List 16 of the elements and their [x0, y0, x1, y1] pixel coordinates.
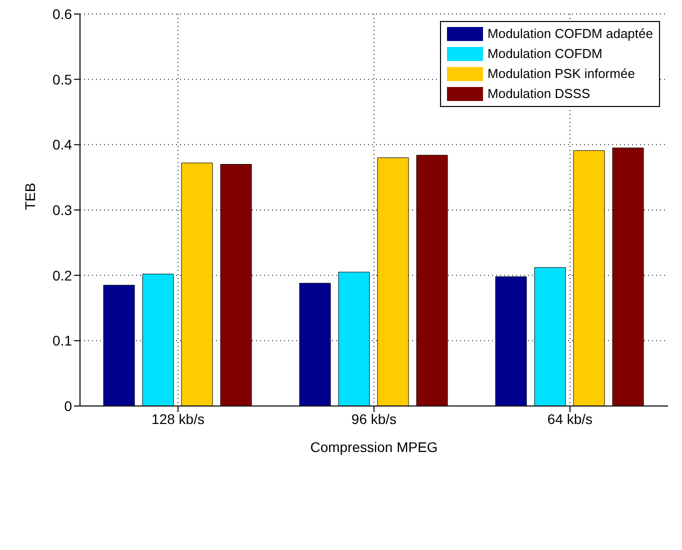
x-tick-label: 64 kb/s: [547, 410, 593, 427]
x-tick-label: 128 kb/s: [152, 410, 204, 427]
legend-label: Modulation COFDM: [488, 45, 602, 63]
legend-label: Modulation DSSS: [488, 85, 590, 103]
y-tick-label: 0: [64, 398, 72, 414]
x-tick-label: 96 kb/s: [351, 410, 397, 427]
legend-label: Modulation COFDM adaptée: [488, 25, 653, 43]
y-axis-title: TEB: [22, 182, 38, 210]
x-axis-title: Compression MPEG: [310, 439, 438, 455]
y-tick-label: 0.4: [52, 136, 72, 153]
y-tick-label: 0.2: [52, 267, 72, 284]
y-tick-label: 0.6: [52, 6, 72, 22]
y-tick-label: 0.1: [52, 332, 72, 349]
y-tick-label: 0.3: [52, 202, 72, 218]
legend-label: Modulation PSK informée: [488, 65, 635, 83]
y-tick-label: 0.5: [52, 71, 72, 88]
